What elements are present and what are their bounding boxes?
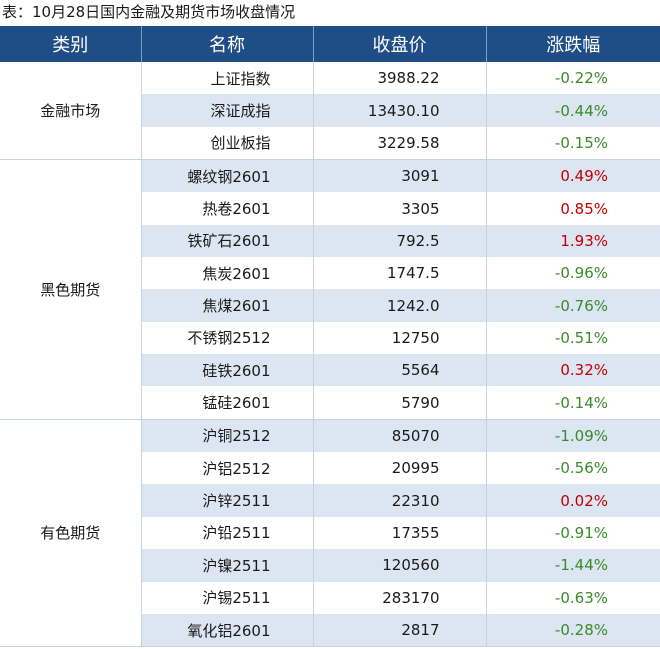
table-body: 金融市场 上证指数 3988.22 -0.22% 深证成指 13430.10 -0.44% 创…	[0, 62, 660, 648]
close-price-cell: 792.5	[313, 224, 487, 258]
change-percent-cell: -0.28%	[486, 613, 660, 648]
instrument-name-cell: 沪锌2511	[141, 484, 314, 517]
change-percent-cell: -0.96%	[554, 264, 608, 283]
change-percent-cell: 0.02%	[486, 484, 660, 517]
instrument-name-cell: 焦炭2601	[141, 257, 314, 290]
category-cell: 有色期货	[0, 419, 142, 648]
table-row: 沪锡2511 283170 -0.63%	[0, 581, 660, 614]
table-row: 金融市场 上证指数 3988.22 -0.22%	[0, 62, 660, 161]
close-price-cell: 1747.5	[313, 257, 487, 290]
instrument-name-cell: 创业板指	[141, 126, 314, 161]
change-percent-cell: -0.15%	[486, 126, 660, 161]
change-percent-cell: -0.56%	[554, 459, 608, 478]
instrument-name-cell: 铁矿石2601	[141, 224, 314, 258]
change-percent-cell: -0.44%	[486, 94, 660, 127]
table-row: 氧化铝2601 2817 -0.28%	[0, 613, 660, 648]
instrument-name-cell: 不锈钢2512	[141, 321, 314, 355]
change-percent-cell: 0.85%	[560, 199, 608, 218]
header-close: 收盘价	[313, 26, 487, 62]
header-change: 涨跌幅	[486, 26, 660, 62]
instrument-name-cell: 上证指数	[141, 62, 314, 95]
close-price-cell: 3988.22	[313, 62, 487, 95]
instrument-name-cell: 深证成指	[141, 94, 314, 127]
table-row: 有色期货 沪铜2512 85070 -1.09%	[0, 419, 660, 648]
table-row: 深证成指 13430.10 -0.44%	[0, 94, 660, 127]
instrument-name-cell: 沪铝2512	[141, 452, 314, 485]
close-price-cell: 12750	[313, 321, 487, 355]
instrument-name-cell: 焦煤2601	[141, 289, 314, 322]
table-row: 沪铅2511 17355 -0.91%	[0, 516, 660, 550]
close-price-cell: 13430.10	[313, 94, 487, 127]
change-percent-cell: -0.76%	[486, 289, 660, 322]
header-name: 名称	[141, 26, 314, 62]
header-category: 类别	[0, 26, 142, 62]
table-header: 类别 名称 收盘价 涨跌幅	[0, 26, 660, 62]
table-row: 铁矿石2601 792.5 1.93%	[0, 224, 660, 258]
header-row: 类别 名称 收盘价 涨跌幅	[0, 26, 660, 62]
close-price-cell: 5790	[313, 386, 487, 420]
instrument-name-cell: 沪锡2511	[141, 581, 314, 614]
category-cell: 金融市场	[0, 62, 142, 161]
change-percent-cell: -0.22%	[554, 69, 608, 88]
close-price-cell: 2817	[313, 613, 487, 648]
table-row: 黑色期货 螺纹钢2601 3091 0.49%	[0, 159, 660, 420]
instrument-name-cell: 热卷2601	[141, 192, 314, 225]
close-price-cell: 85070	[313, 419, 487, 453]
table-row: 沪锌2511 22310 0.02%	[0, 484, 660, 517]
change-percent-cell: -0.51%	[554, 328, 608, 347]
close-price-cell: 20995	[313, 452, 487, 485]
table-row: 沪镍2511 120560 -1.44%	[0, 549, 660, 582]
change-percent-cell: -0.14%	[486, 386, 660, 420]
close-price-cell: 22310	[313, 484, 487, 517]
table-row: 焦炭2601 1747.5 -0.96%	[0, 257, 660, 290]
market-close-table: 类别 名称 收盘价 涨跌幅 金融市场 上证指数 3988.22 -0.22% 深证成指 1…	[0, 26, 660, 648]
instrument-name-cell: 沪铅2511	[141, 516, 314, 550]
close-price-cell: 3305	[313, 192, 487, 225]
table-row: 创业板指 3229.58 -0.15%	[0, 126, 660, 161]
change-percent-cell: 0.49%	[486, 159, 660, 193]
instrument-name-cell: 沪铜2512	[141, 419, 314, 453]
instrument-name-cell: 锰硅2601	[141, 386, 314, 420]
close-price-cell: 5564	[313, 354, 487, 387]
instrument-name-cell: 硅铁2601	[141, 354, 314, 387]
table-row: 硅铁2601 5564 0.32%	[0, 354, 660, 387]
table-row: 焦煤2601 1242.0 -0.76%	[0, 289, 660, 322]
table-row: 不锈钢2512 12750 -0.51%	[0, 321, 660, 355]
change-percent-cell: 0.32%	[486, 354, 660, 387]
table-caption: 表：10月28日国内金融及期货市场收盘情况	[2, 3, 296, 21]
instrument-name-cell: 螺纹钢2601	[141, 159, 314, 193]
close-price-cell: 3229.58	[313, 126, 487, 161]
close-price-cell: 283170	[313, 581, 487, 614]
change-percent-cell: -1.44%	[486, 549, 660, 582]
change-percent-cell: -0.91%	[554, 523, 608, 542]
instrument-name-cell: 沪镍2511	[141, 549, 314, 582]
instrument-name-cell: 氧化铝2601	[141, 613, 314, 648]
change-percent-cell: 1.93%	[486, 224, 660, 258]
close-price-cell: 17355	[313, 516, 487, 550]
close-price-cell: 3091	[313, 159, 487, 193]
table-row: 沪铝2512 20995 -0.56%	[0, 452, 660, 485]
table-row: 热卷2601 3305 0.85%	[0, 192, 660, 225]
table-row: 锰硅2601 5790 -0.14%	[0, 386, 660, 420]
change-percent-cell: -1.09%	[486, 419, 660, 453]
close-price-cell: 120560	[313, 549, 487, 582]
change-percent-cell: -0.63%	[554, 588, 608, 607]
category-cell: 黑色期货	[0, 159, 142, 420]
close-price-cell: 1242.0	[313, 289, 487, 322]
